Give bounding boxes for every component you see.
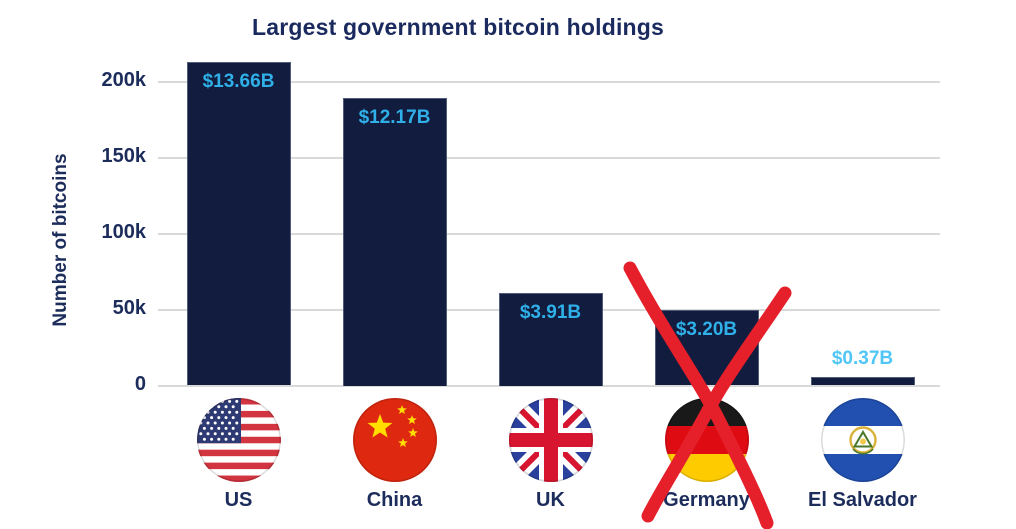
category-label-china: China	[366, 489, 423, 511]
gridline-100k	[158, 232, 940, 235]
gridline-0	[158, 384, 940, 387]
bar-uk	[498, 293, 603, 386]
y-tick-label: 0	[134, 372, 146, 395]
bar-value-label-china: $12.17B	[358, 106, 431, 128]
germany-flag-icon	[664, 398, 749, 482]
gridline-150k	[158, 157, 940, 160]
y-tick-label: 150k	[101, 145, 147, 168]
gridline-200k	[158, 81, 940, 84]
category-label-uk: UK	[536, 489, 565, 511]
bar-us	[186, 62, 291, 386]
chart-title: Largest government bitcoin holdings	[251, 14, 665, 40]
bar-value-label-us: $13.66B	[202, 71, 275, 93]
el-salvador-flag-icon	[820, 398, 905, 482]
cross-stroke-1	[623, 261, 774, 529]
category-label-us: US	[224, 489, 253, 511]
category-label-el-salvador: El Salvador	[808, 489, 917, 511]
y-tick-label: 100k	[101, 220, 147, 243]
y-tick-label: 50k	[112, 296, 146, 319]
bar-value-label-uk: $3.91B	[519, 302, 582, 323]
bar-el-salvador	[810, 376, 915, 386]
y-tick-label: 200k	[101, 69, 147, 92]
category-label-germany: Germany	[663, 489, 750, 511]
bar-value-label-el-salvador: $0.37B	[831, 347, 894, 369]
china-flag-icon	[352, 398, 437, 482]
bar-china	[342, 97, 447, 386]
bar-value-label-germany: $3.20B	[675, 318, 738, 340]
uk-flag-icon	[508, 398, 593, 482]
us-flag-icon	[196, 398, 281, 482]
